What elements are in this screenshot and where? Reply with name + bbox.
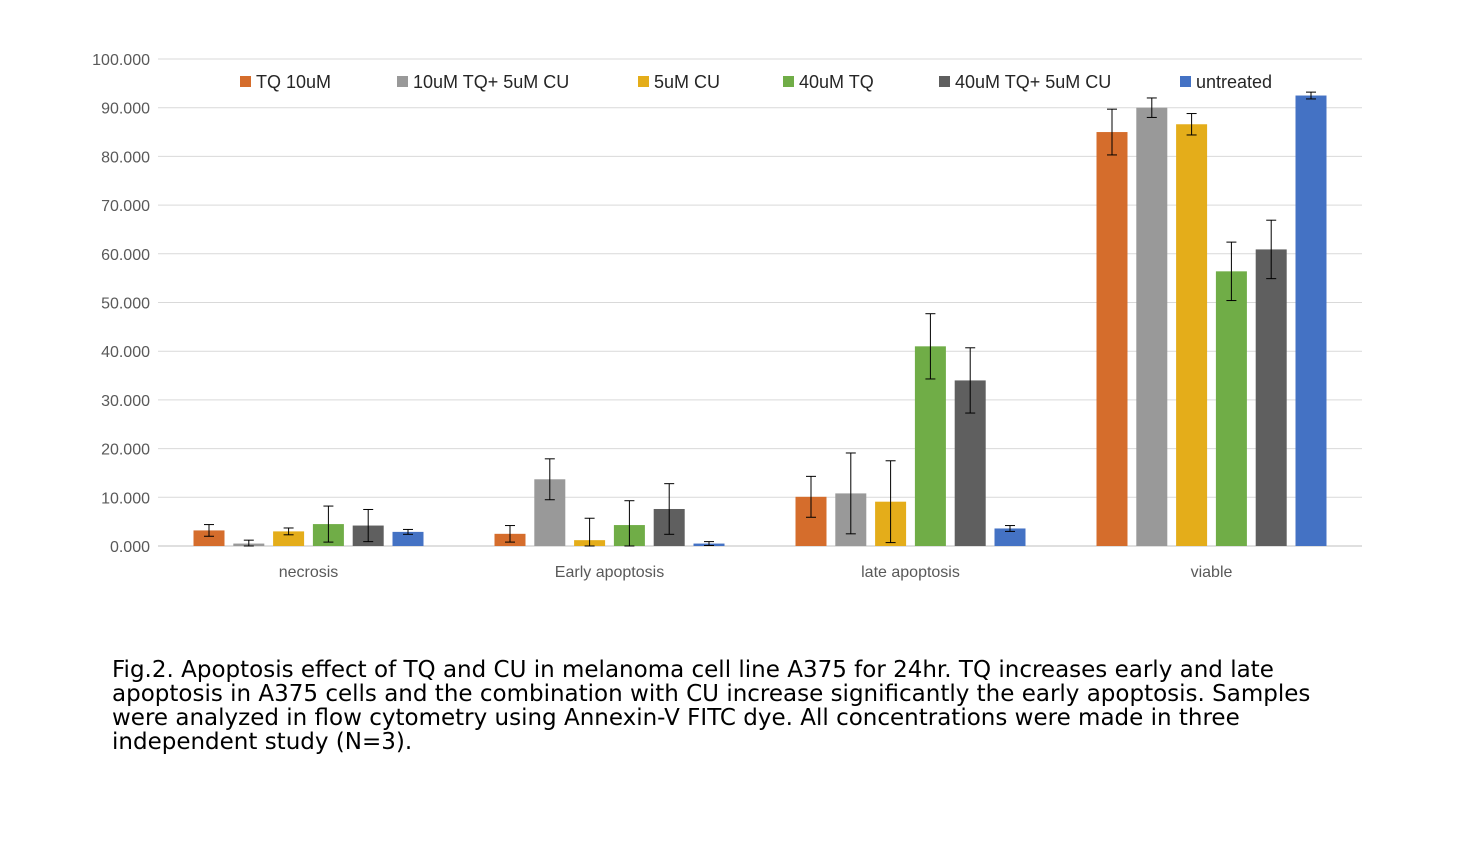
y-tick-label: 10.000 <box>101 490 150 507</box>
bar <box>273 531 305 546</box>
bar <box>1255 249 1287 547</box>
y-axis-tick-labels: 0.000 10.000 20.000 30.000 40.000 50.000 60.00… <box>92 52 150 556</box>
legend-swatch <box>240 76 251 87</box>
x-category-label: late apoptosis <box>861 564 960 581</box>
x-category-label: viable <box>1191 564 1233 581</box>
y-tick-label: 90.000 <box>101 101 150 118</box>
legend-label: 40uM TQ+ 5uM CU <box>955 72 1111 92</box>
caption-line: were analyzed in flow cytometry using An… <box>112 705 1240 731</box>
legend-label: 40uM TQ <box>799 72 874 92</box>
legend-swatch <box>939 76 950 87</box>
y-tick-label: 20.000 <box>101 442 150 459</box>
x-axis-category-labels: necrosis Early apoptosis late apoptosis via… <box>279 564 1233 581</box>
bar <box>994 528 1026 546</box>
bar <box>914 346 946 546</box>
y-tick-label: 40.000 <box>101 344 150 361</box>
legend-label: 10uM TQ+ 5uM CU <box>413 72 569 92</box>
bar <box>1096 132 1128 547</box>
bar <box>1136 107 1168 546</box>
caption-line: Fig.2. Apoptosis effect of TQ and CU in … <box>112 657 1274 683</box>
legend-swatch <box>397 76 408 87</box>
bar <box>1295 95 1327 547</box>
figure-caption: Fig.2. Apoptosis effect of TQ and CU in … <box>112 658 1402 754</box>
bar <box>1215 271 1247 546</box>
caption-line: apoptosis in A375 cells and the combinat… <box>112 681 1311 707</box>
y-tick-label: 70.000 <box>101 198 150 215</box>
legend-swatch <box>1180 76 1191 87</box>
y-tick-label: 100.000 <box>92 52 150 69</box>
bar-chart: 0.000 10.000 20.000 30.000 40.000 50.000 60.00… <box>92 52 1362 581</box>
legend: TQ 10uM 10uM TQ+ 5uM CU 5uM CU 40uM TQ 40uM … <box>240 72 1272 92</box>
caption-line: independent study (N=3). <box>112 729 413 755</box>
y-tick-label: 60.000 <box>101 247 150 264</box>
bars <box>193 95 1327 547</box>
error-bars <box>204 91 1316 547</box>
bar <box>1176 124 1208 547</box>
bar <box>392 531 424 546</box>
bar <box>193 530 225 546</box>
legend-label: untreated <box>1196 72 1272 92</box>
x-category-label: Early apoptosis <box>555 564 664 581</box>
y-tick-label: 50.000 <box>101 296 150 313</box>
x-category-label: necrosis <box>279 564 339 581</box>
legend-swatch <box>638 76 649 87</box>
legend-label: TQ 10uM <box>256 72 331 92</box>
y-tick-label: 80.000 <box>101 149 150 166</box>
y-tick-label: 30.000 <box>101 393 150 410</box>
y-tick-label: 0.000 <box>110 539 150 556</box>
legend-swatch <box>783 76 794 87</box>
legend-label: 5uM CU <box>654 72 720 92</box>
